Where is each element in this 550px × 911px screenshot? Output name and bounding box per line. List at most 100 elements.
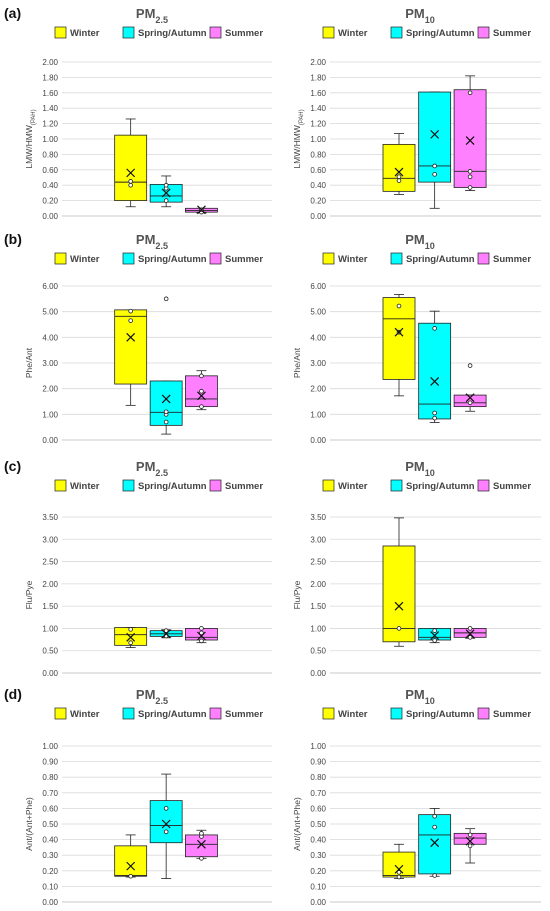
y-tick-label: 0.80 [310,150,326,159]
legend-entry: Summer [225,254,263,265]
data-point [467,169,473,174]
data-point [467,843,473,849]
y-tick-label: 0.00 [310,898,326,907]
y-tick-label: 1.50 [42,602,58,611]
panel-label: (c) [4,458,21,474]
y-tick-label: 1.00 [310,135,326,144]
y-tick-label: 2.00 [42,58,58,67]
legend-entry: Summer [493,709,531,720]
data-point [432,824,437,830]
legend-entry: Winter [70,28,100,39]
y-tick-label: 0.40 [310,181,326,190]
data-point [396,178,402,183]
legend-swatch [390,479,403,492]
mean-stroke [465,136,475,145]
data-point [128,873,133,879]
y-tick-label: 1.00 [42,742,58,751]
mean-stroke [126,168,136,178]
data-point [432,410,437,416]
mean-stroke [430,377,440,386]
mean-stroke [430,631,440,640]
legend-entry: Spring/Autumn [138,28,207,39]
box-winter [114,308,148,406]
data-point [432,628,437,633]
data-point [432,813,437,819]
y-axis-label-main: Ant/(Ant+Phe) [24,797,34,851]
mean-marker [430,377,440,386]
y-axis-label: Phe/Ant [292,347,302,378]
box-iqr [114,134,148,201]
box-summer [453,75,487,191]
data-point [467,174,473,180]
y-tick-label: 2.00 [42,580,58,589]
y-tick-label: 0.60 [42,166,58,175]
y-axis-label-main: Flu/Pye [292,580,302,609]
legend-swatch [477,26,490,39]
y-tick-label: 0.80 [42,150,58,159]
mean-stroke [126,861,136,871]
chart-panel-4: PM10 Winter Spring/Autumn Summer 0.00 1.00 2.0… [292,232,541,445]
legend-entry: Spring/Autumn [406,254,475,265]
data-point [128,640,133,645]
legend-swatch [209,252,222,265]
chart-title: PM10 [405,459,435,478]
y-tick-label: 1.50 [310,602,326,611]
box-winter [382,517,416,647]
mean-stroke [394,864,404,874]
mean-stroke [465,629,475,639]
y-tick-label: 0.40 [42,836,58,845]
y-tick-label: 6.00 [42,282,58,291]
legend-swatch [322,26,335,39]
box-spring-autumn [149,628,183,639]
y-tick-label: 0.30 [42,851,58,860]
y-tick-label: 0.80 [310,773,326,782]
y-tick-label: 1.60 [42,89,58,98]
data-point [467,832,473,838]
mean-stroke [197,839,206,849]
legend-swatch [390,26,403,39]
y-tick-label: 0.10 [310,882,326,891]
data-point [163,829,169,835]
mean-marker [197,205,206,215]
mean-stroke [161,394,171,404]
y-tick-label: 0.50 [310,647,326,656]
panel-label: (b) [4,231,22,247]
y-tick-label: 3.00 [42,535,58,544]
data-point [396,626,402,631]
mean-marker [394,864,404,874]
y-tick-label: 0.00 [310,669,326,678]
legend-swatch [122,479,135,492]
data-point [163,198,169,203]
chart-panel-5: (c) PM2.5 Winter Spring/Autumn Summer 0.00 0.5… [4,458,272,678]
y-tick-label: 1.00 [310,410,326,419]
box-spring-autumn [418,808,452,878]
y-tick-label: 2.00 [42,385,58,394]
box-spring-autumn [418,310,452,423]
panel-label: (a) [4,5,21,21]
y-axis-label: LMW/HMW(PAH) [292,109,305,168]
box-summer [453,828,487,864]
box-iqr [418,91,452,183]
box-iqr [149,380,183,426]
mean-stroke [430,129,440,139]
legend-entry: Spring/Autumn [406,28,475,39]
chart-title-main: PM [136,232,156,247]
data-point [467,185,473,190]
box-spring-autumn [418,628,452,644]
y-axis-label: LMW/HMW(PAH) [24,109,37,168]
mean-stroke [465,393,475,403]
y-tick-label: 0.50 [42,647,58,656]
y-axis-label: Phe/Ant [24,347,34,378]
mean-stroke [197,391,206,401]
y-axis-label-main: Flu/Pye [24,580,34,609]
mean-marker [161,629,171,639]
data-point [432,172,437,177]
y-tick-label: 1.00 [42,135,58,144]
y-tick-label: 6.00 [310,282,326,291]
mean-marker [197,631,206,641]
y-tick-label: 3.50 [42,513,58,522]
y-tick-label: 0.00 [42,212,58,221]
legend-entry: Spring/Autumn [406,709,475,720]
y-tick-label: 0.50 [310,820,326,829]
